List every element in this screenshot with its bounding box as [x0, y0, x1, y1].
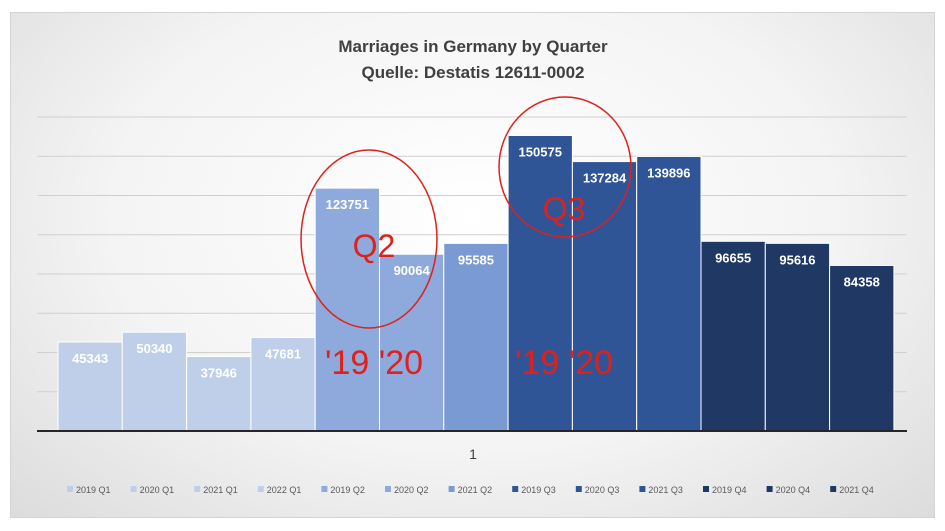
legend-entry: 2019 Q1 [76, 485, 111, 495]
data-label: 50340 [136, 341, 172, 356]
bar-2020-q1 [121, 331, 188, 432]
legend-swatch [575, 486, 582, 492]
bar-2019-q4 [700, 240, 766, 432]
legend-entry: 2021 Q1 [203, 485, 238, 495]
legend-swatch [194, 486, 201, 492]
legend-entry: 2020 Q2 [394, 485, 429, 495]
data-label: 96655 [715, 250, 751, 265]
data-label: 95585 [458, 252, 494, 267]
legend-swatch [385, 486, 391, 492]
q3-highlight-ellipse [498, 96, 632, 238]
data-label: 139896 [647, 165, 690, 180]
data-label: 150575 [519, 144, 562, 159]
bars: 45343 50340 37946 47681 123751 90064 95585 1505… [57, 134, 895, 432]
legend-entry: 2020 Q4 [776, 485, 811, 495]
legend-entry: 2021 Q3 [648, 485, 683, 495]
legend-entry: 2021 Q2 [458, 485, 493, 495]
data-label: 84358 [844, 274, 880, 289]
legend-entry: 2019 Q2 [330, 485, 365, 495]
legend-entry: 2022 Q1 [267, 485, 302, 495]
legend-entry: 2020 Q3 [585, 485, 620, 495]
x-axis: 1 [37, 430, 907, 462]
legend-swatch [830, 486, 837, 492]
annotation-label: '19 '20 [515, 344, 613, 382]
bar-2020-q2 [379, 253, 445, 432]
legend-swatch [130, 486, 137, 492]
annotation-label: '19 '20 [325, 344, 423, 382]
data-label: 123751 [326, 197, 369, 212]
annotation-label: Q3 [543, 191, 586, 227]
legend-swatch [67, 486, 73, 492]
legend-entry: 2020 Q1 [140, 485, 175, 495]
bar-2021-q2 [443, 242, 509, 432]
data-label: 45343 [72, 351, 108, 366]
legend-swatch [448, 486, 455, 492]
x-tick-label: 1 [469, 446, 477, 462]
data-label: 95616 [779, 252, 815, 267]
data-label: 90064 [394, 263, 431, 278]
legend-swatch [639, 486, 646, 492]
bar-2019-q1 [57, 341, 123, 432]
annotations: Q2 '19 '20 Q3 '19 '20 [300, 96, 632, 382]
bar-2019-q3 [507, 134, 573, 432]
chart-canvas: Marriages in Germany by Quarter Quelle: … [37, 37, 907, 495]
legend-swatch [512, 486, 519, 492]
chart-subtitle: Quelle: Destatis 12611-0002 [361, 63, 584, 82]
legend-swatch [321, 486, 328, 492]
chart-frame: Marriages in Germany by Quarter Quelle: … [10, 12, 935, 518]
legend-swatch [703, 486, 709, 492]
legend-swatch [766, 486, 773, 492]
bar-2019-q2 [314, 187, 381, 432]
data-label: 137284 [583, 171, 627, 186]
legend: 2019 Q1 2020 Q1 2021 Q1 2022 Q1 2019 Q2 2020 … [67, 485, 874, 495]
data-label: 47681 [265, 346, 301, 361]
q2-highlight-ellipse [300, 149, 438, 329]
bar-2021-q3 [636, 155, 702, 432]
legend-entry: 2019 Q3 [521, 485, 556, 495]
annotation-label: Q2 [353, 228, 396, 264]
legend-entry: 2019 Q4 [712, 485, 747, 495]
bar-2021-q4 [829, 264, 895, 432]
chart-title: Marriages in Germany by Quarter [338, 37, 608, 56]
bar-2020-q4 [764, 242, 831, 432]
data-label: 37946 [201, 366, 237, 381]
legend-entry: 2021 Q4 [839, 485, 874, 495]
legend-swatch [257, 486, 264, 492]
